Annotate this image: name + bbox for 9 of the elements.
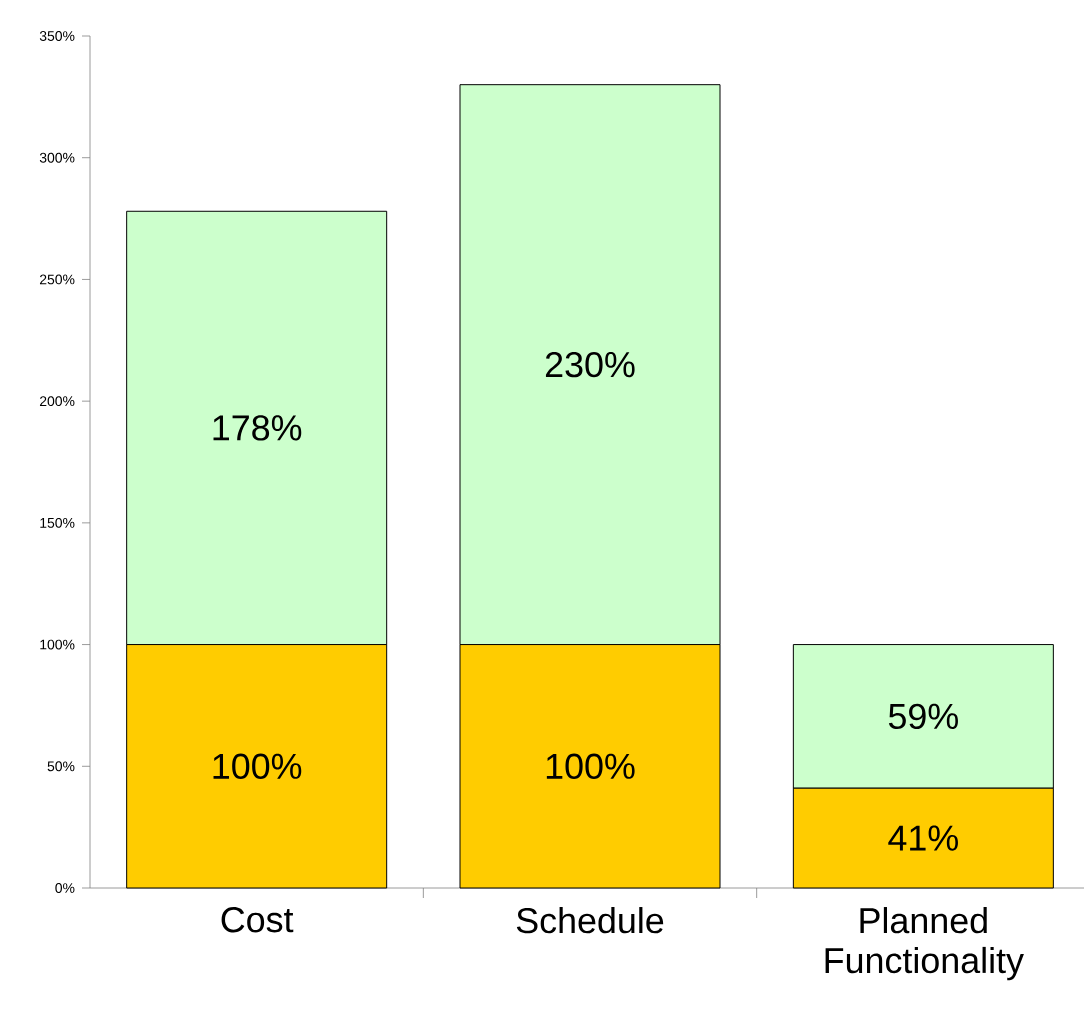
data-label: 41% xyxy=(888,825,958,851)
data-label: 178% xyxy=(213,415,302,441)
x-tick-label: Cost xyxy=(221,907,294,933)
data-label: 100% xyxy=(213,753,302,779)
x-tick-label: Planned Functionality xyxy=(825,907,1024,981)
data-label: 100% xyxy=(546,753,635,779)
x-tick-label: Schedule xyxy=(516,907,664,934)
data-label: 59% xyxy=(888,703,958,730)
data-label: 230% xyxy=(545,351,635,378)
